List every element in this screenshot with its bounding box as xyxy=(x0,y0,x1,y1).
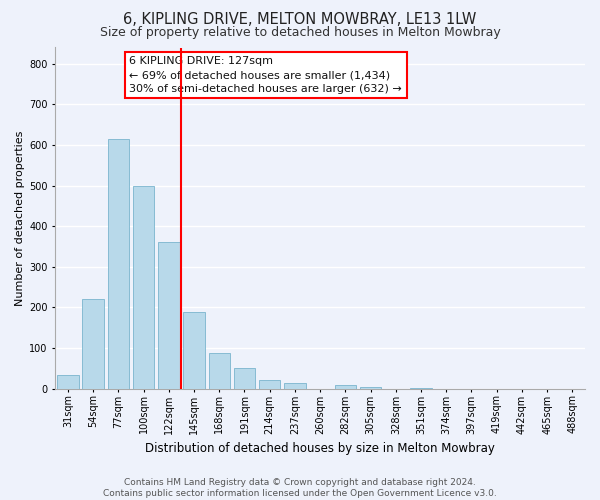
Bar xyxy=(57,376,79,388)
X-axis label: Distribution of detached houses by size in Melton Mowbray: Distribution of detached houses by size … xyxy=(145,442,495,455)
Y-axis label: Number of detached properties: Number of detached properties xyxy=(15,130,25,306)
Bar xyxy=(234,368,255,388)
Bar xyxy=(158,242,179,388)
Bar xyxy=(133,186,154,388)
Bar xyxy=(82,298,104,388)
Bar xyxy=(107,139,129,388)
Text: 6, KIPLING DRIVE, MELTON MOWBRAY, LE13 1LW: 6, KIPLING DRIVE, MELTON MOWBRAY, LE13 1… xyxy=(124,12,476,28)
Bar xyxy=(184,312,205,388)
Bar xyxy=(209,353,230,388)
Bar xyxy=(335,384,356,388)
Bar xyxy=(259,380,280,388)
Bar xyxy=(360,386,382,388)
Text: Size of property relative to detached houses in Melton Mowbray: Size of property relative to detached ho… xyxy=(100,26,500,39)
Text: 6 KIPLING DRIVE: 127sqm
← 69% of detached houses are smaller (1,434)
30% of semi: 6 KIPLING DRIVE: 127sqm ← 69% of detache… xyxy=(130,56,402,94)
Bar xyxy=(284,383,305,388)
Text: Contains HM Land Registry data © Crown copyright and database right 2024.
Contai: Contains HM Land Registry data © Crown c… xyxy=(103,478,497,498)
